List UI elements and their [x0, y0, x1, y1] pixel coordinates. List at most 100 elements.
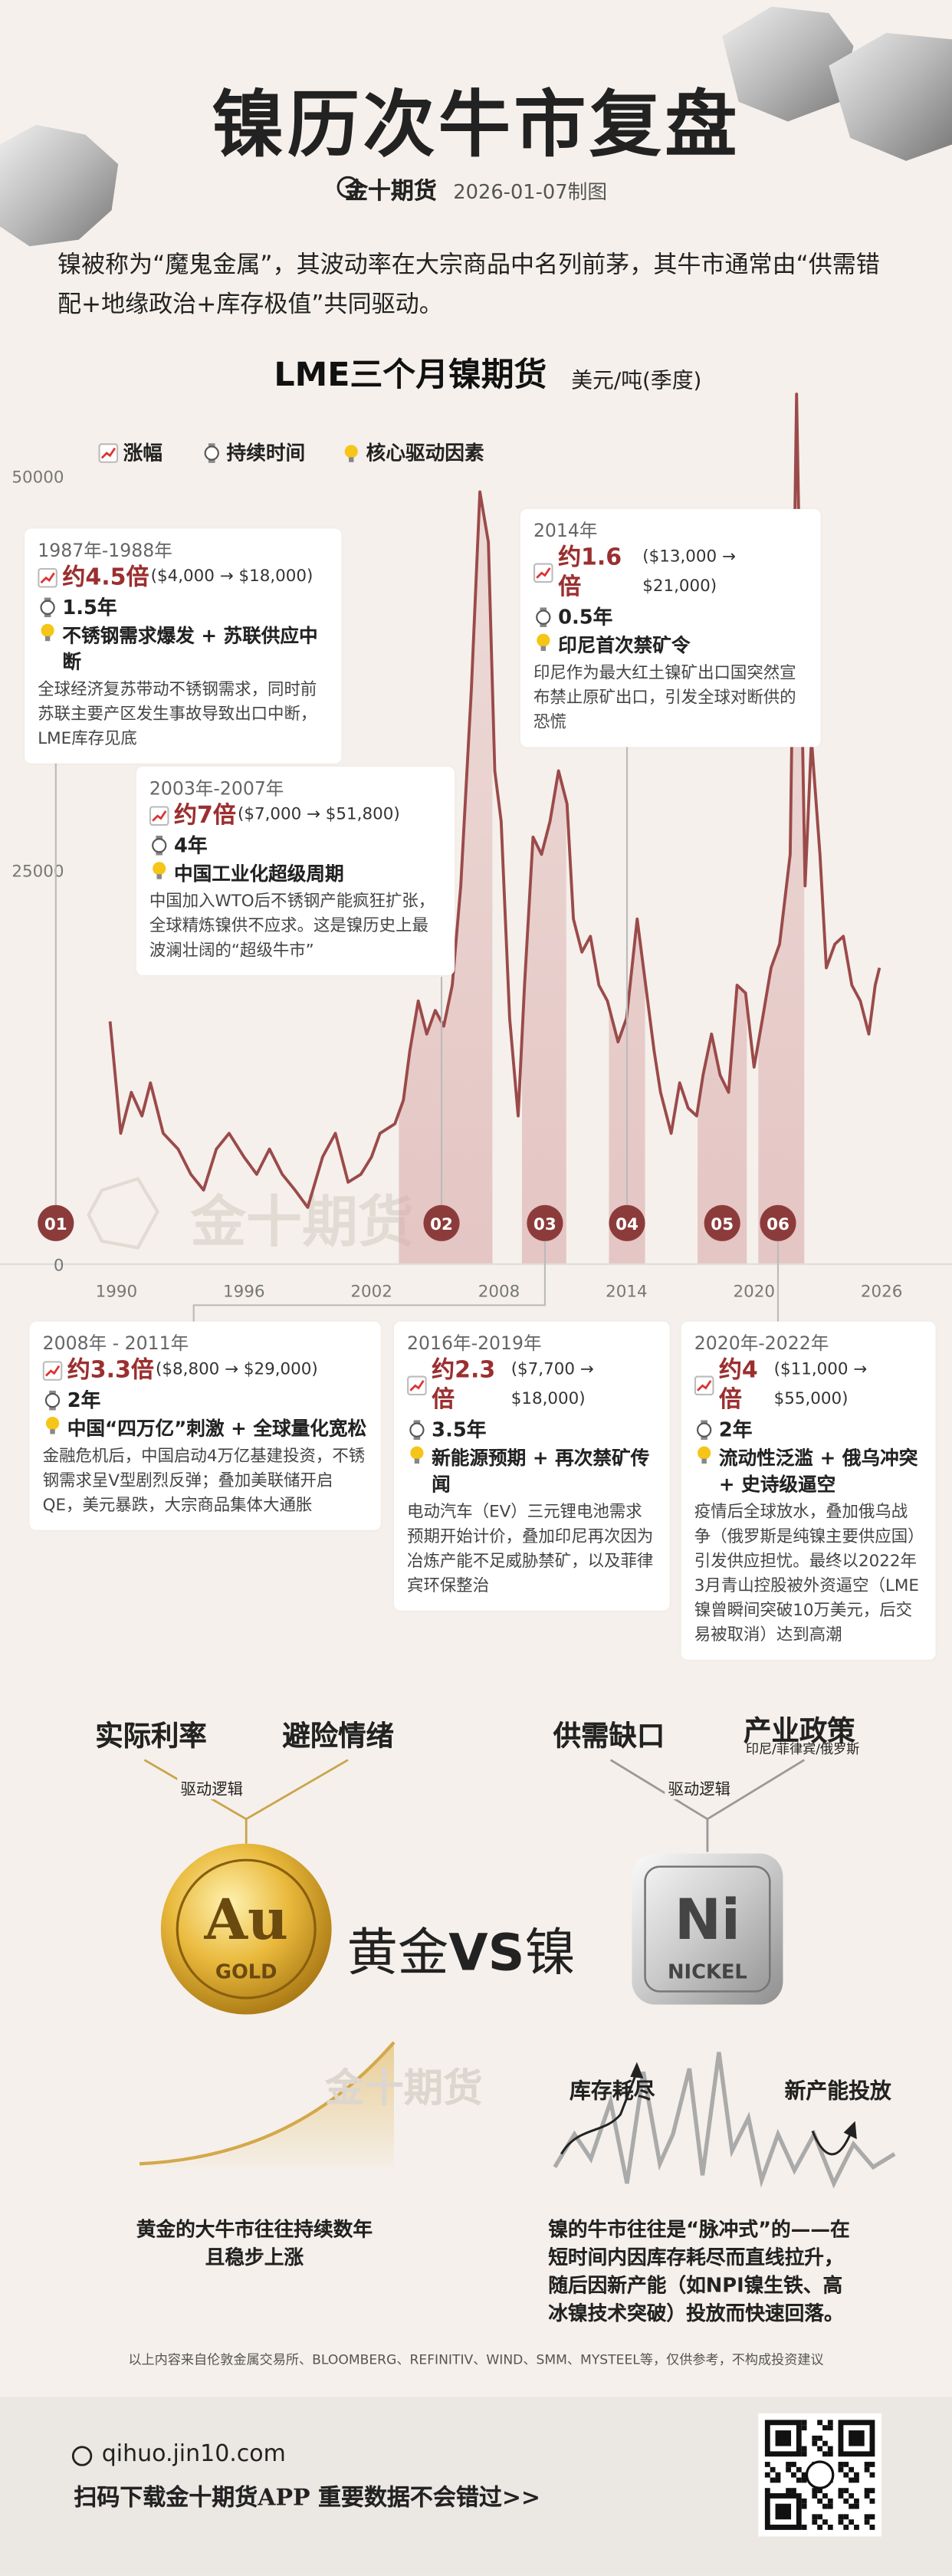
period-marker	[609, 1204, 645, 1241]
qr-cell	[838, 2466, 844, 2472]
qr-cell	[822, 2425, 828, 2431]
nickel-name: NICKEL	[668, 1960, 747, 1983]
card-desc: 全球经济复苏带动不锈钢需求，同时前苏联主要产区发生事故导致出口中断，LME库存见…	[38, 681, 317, 749]
x-tick-label: 2026	[861, 1283, 902, 1302]
gain-row: 约1.6倍 ($13,000 → $21,000)	[533, 544, 808, 603]
qr-cell	[827, 2503, 833, 2509]
driver-icon	[45, 1417, 60, 1434]
gain-icon	[149, 806, 169, 826]
gain-row: 约3.3倍 ($8,800 → $29,000)	[42, 1356, 368, 1386]
qr-cell	[786, 2462, 792, 2467]
legend-icon	[98, 443, 119, 463]
vs-left: 黄金	[346, 1924, 449, 1983]
driver-icon	[41, 623, 54, 642]
qr-cell	[822, 2503, 828, 2509]
icon-base	[414, 1458, 420, 1464]
time-icon	[536, 607, 551, 628]
qr-cell	[775, 2472, 781, 2478]
card-desc: 中国加入WTO后不锈钢产能疯狂扩张，全球精炼镍供不应求。这是镍历史上最波澜壮阔的…	[149, 892, 435, 961]
cta: 扫码下载金十期货APP 重要数据不会错过>>	[74, 2486, 541, 2512]
qr-cell	[822, 2519, 828, 2525]
driver-row: 印尼首次禁矿令	[533, 632, 808, 658]
qr-cell	[817, 2446, 823, 2452]
time-icon	[204, 443, 219, 463]
qr-cell	[822, 2451, 828, 2457]
qr-cell	[786, 2466, 792, 2472]
intro: 镍被称为“魔鬼金属”，其波动率在大宗商品中名列前茅，其牛市通常由“供需错配+地缘…	[57, 252, 880, 319]
driver-row: 中国“四万亿”刺激 + 全球量化宽松	[43, 1415, 368, 1441]
chart-unit: 美元/吨(季度)	[571, 367, 701, 393]
qr-cell	[817, 2525, 823, 2530]
duration-row: 2年	[694, 1415, 923, 1445]
gain-row: 约4.5倍 ($4,000 → $18,000)	[38, 563, 328, 593]
icon-line	[100, 447, 117, 459]
qr-cell	[827, 2525, 833, 2530]
gain-icon	[694, 1375, 714, 1396]
brand-line: 金十期货 2026-01-07制图	[0, 174, 952, 207]
qr-cell	[869, 2462, 875, 2467]
card-gain: 约2.3倍	[432, 1357, 496, 1414]
stock-out-label: 库存耗尽	[570, 2080, 655, 2105]
rise-arrow	[560, 2071, 638, 2155]
factor: 避险情绪	[282, 1720, 394, 1753]
icon-base	[540, 646, 547, 652]
qr-cell	[849, 2519, 855, 2525]
qr-cell	[764, 2462, 770, 2467]
card-desc: 印尼作为最大红土镍矿出口国突然宣布禁止原矿出口，引发全球对断供的恐慌	[533, 665, 796, 733]
icon-base	[156, 874, 162, 879]
icon-base	[44, 636, 51, 642]
period-marker-label: 03	[533, 1215, 556, 1234]
icon-line	[697, 1380, 712, 1392]
brand-logo	[336, 176, 359, 199]
card-range: ($4,000 → $18,000)	[150, 567, 314, 586]
qr-pattern	[764, 2420, 875, 2530]
qr-cell	[812, 2519, 818, 2525]
legend-icon	[344, 445, 358, 462]
qr-cell	[812, 2435, 818, 2441]
brand: 金十期货	[344, 179, 437, 205]
rock	[0, 124, 119, 247]
card-period: 2008年 - 2011年	[42, 1332, 189, 1355]
period-card: 2020年-2022年 约4倍 ($11,000 → $55,000) 2年 流动性泛滥…	[681, 1321, 936, 1660]
qr-cell	[864, 2519, 870, 2525]
vs-right: 镍	[524, 1924, 576, 1983]
nickel-pulse-line	[553, 2052, 896, 2189]
logic-label: 驱动逻辑	[665, 1776, 734, 1799]
qr-cell	[796, 2466, 802, 2472]
gold-caption: 黄金的大牛市往往持续数年 且稳步上涨	[98, 2216, 410, 2272]
card-driver: 中国“四万亿”刺激 + 全球量化宽松	[67, 1417, 367, 1440]
policy-note: 印尼/菲律宾/俄罗斯	[745, 1742, 860, 1757]
icon-face	[44, 1392, 61, 1408]
card-range: ($7,700 → $18,000)	[510, 1361, 594, 1409]
qr-cell	[822, 2493, 828, 2499]
card-period: 1987年-1988年	[38, 540, 172, 562]
icon-bulb	[344, 445, 358, 458]
qr-cell	[843, 2514, 849, 2520]
qr-cell	[801, 2503, 807, 2509]
qr-cell	[827, 2420, 833, 2426]
card-gain: 约7倍	[173, 803, 236, 830]
duration-row: 2年	[43, 1385, 368, 1415]
icon-base	[701, 1458, 707, 1464]
qr-cell	[849, 2493, 855, 2499]
driver-icon	[698, 1446, 711, 1464]
qr-cell	[801, 2451, 807, 2457]
qr-cell	[864, 2514, 870, 2520]
legend-label: 持续时间	[227, 442, 306, 465]
period-marker-label: 04	[616, 1215, 638, 1234]
icon-bulb	[537, 633, 550, 647]
nickel-tile	[632, 1853, 783, 2005]
vs-heading: 黄金VS镍	[338, 1911, 584, 1985]
nickel-symbol: Ni	[674, 1888, 740, 1954]
card-gain: 约4倍	[718, 1357, 758, 1414]
time-icon	[409, 1420, 425, 1440]
caption-line: 黄金的大牛市往往持续数年	[136, 2218, 373, 2241]
qr-cell	[786, 2488, 792, 2494]
icon-bulb	[410, 1446, 424, 1460]
card-range: ($8,800 → $29,000)	[156, 1361, 318, 1379]
title: 镍历次牛市复盘	[212, 84, 740, 168]
period-card: 1987年-1988年 约4.5倍 ($4,000 → $18,000) 1.5年 不锈…	[25, 528, 342, 764]
qr-cell	[812, 2493, 818, 2499]
card-gain: 约3.3倍	[67, 1357, 154, 1385]
gain-icon	[98, 443, 119, 463]
